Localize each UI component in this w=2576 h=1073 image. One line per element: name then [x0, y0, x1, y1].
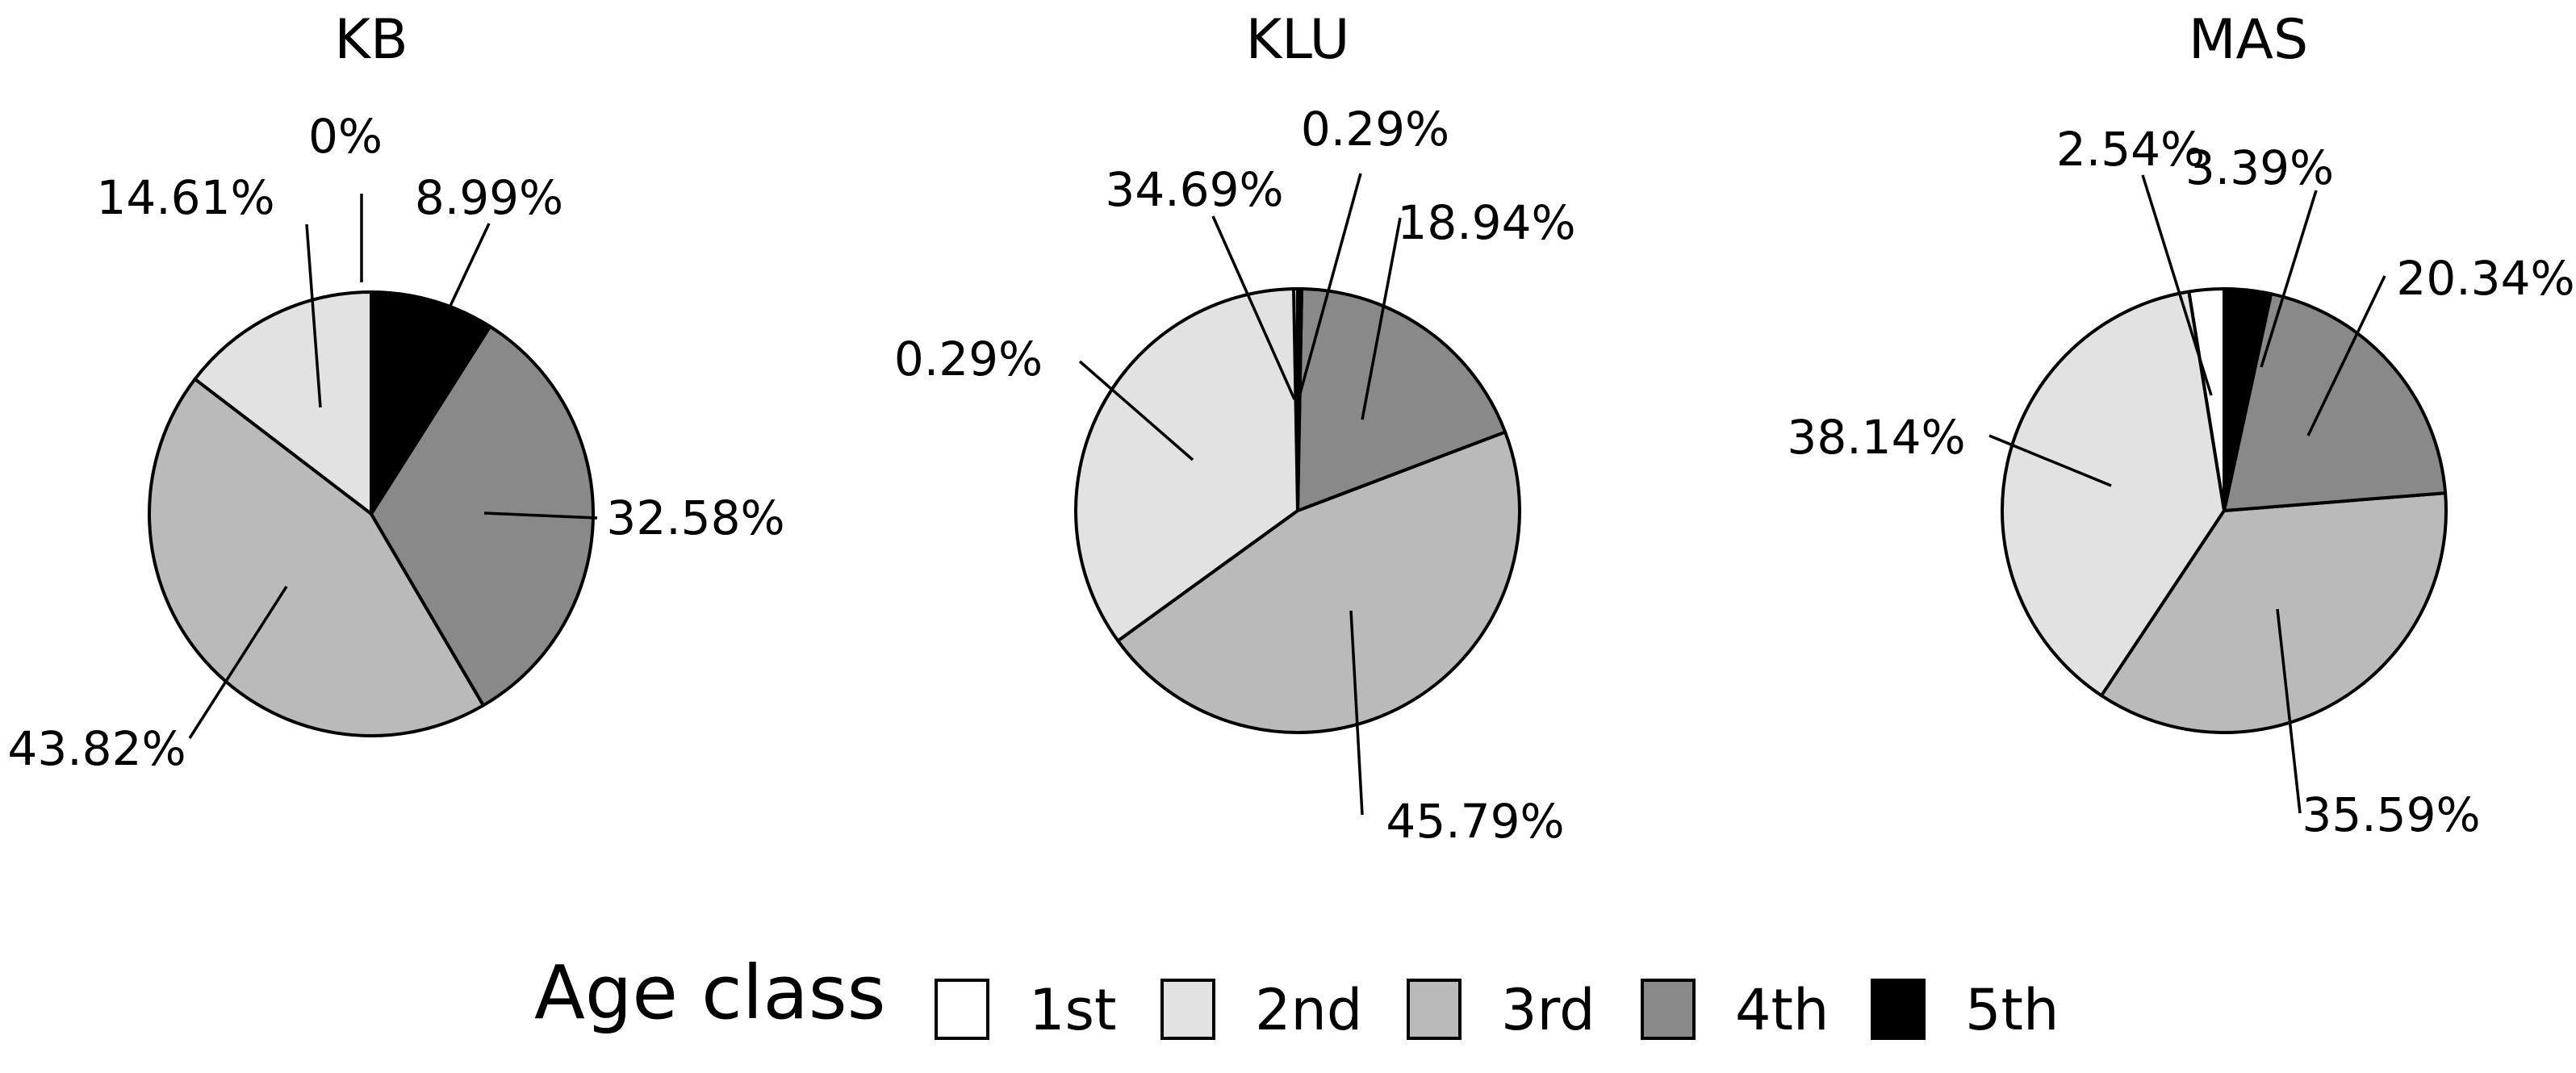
leader-line: [1211, 215, 1296, 400]
leader-line: [1297, 173, 1362, 400]
leader-line: [418, 223, 491, 372]
legend-item-2nd: 2nd: [1160, 977, 1362, 1043]
slice-label: 45.79%: [1386, 794, 1564, 849]
legend-title: Age class: [534, 950, 886, 1036]
leader-line: [2306, 275, 2386, 436]
leader-line: [1078, 360, 1194, 461]
legend-label: 1st: [1029, 977, 1116, 1043]
legend-label: 2nd: [1255, 977, 1362, 1043]
legend-item-5th: 5th: [1871, 977, 2059, 1043]
slice-5th: [2223, 287, 2273, 512]
legend-label: 3rd: [1501, 977, 1595, 1043]
legend: Age class 1st 2nd 3rd 4th 5th: [534, 950, 2059, 1043]
slice-label: 0.29%: [894, 332, 1043, 386]
leader-line: [305, 223, 322, 408]
slice-label: 0.29%: [1301, 102, 1449, 157]
slice-label: 2.54%: [2056, 122, 2205, 177]
slice-label: 18.94%: [1397, 195, 1575, 250]
pie-title: KB: [334, 8, 408, 72]
slice-label: 0%: [308, 109, 383, 164]
slice-3rd: [2100, 491, 2448, 734]
slice-label: 20.34%: [2396, 251, 2574, 306]
slice-5th: [1296, 287, 1304, 512]
legend-label: 5th: [1965, 977, 2059, 1043]
leader-line: [1349, 610, 1364, 816]
slice-3rd: [148, 377, 485, 737]
slice-2nd: [1074, 287, 1299, 643]
legend-swatch: [1160, 979, 1215, 1040]
leader-line: [2260, 190, 2318, 368]
slice-3rd: [1116, 430, 1521, 734]
legend-swatch: [1407, 979, 1462, 1040]
slice-label: 8.99%: [415, 170, 563, 225]
leader-line: [1988, 434, 2112, 487]
slice-5th: [370, 290, 492, 516]
legend-swatch: [935, 979, 989, 1040]
slice-2nd: [2001, 290, 2226, 698]
slice-label: 35.59%: [2302, 787, 2480, 842]
legend-swatch: [1641, 979, 1696, 1040]
pie-klu: KLU 0.29% 34.69% 45.79% 18.94% 0.29%: [894, 8, 1576, 849]
leader-line: [1361, 217, 1402, 420]
slice-2nd: [193, 290, 373, 516]
slice-label: 3.39%: [2185, 140, 2334, 195]
slice-label: 38.14%: [1787, 410, 1965, 465]
slice-label: 32.58%: [606, 491, 784, 545]
legend-swatch: [1871, 979, 1926, 1040]
leader-line: [2141, 174, 2213, 396]
pie-title: MAS: [2189, 8, 2308, 72]
pie-mas: MAS 2.54% 38.14% 35.59% 20.34% 3.39%: [1787, 8, 2574, 842]
slice-label: 14.61%: [96, 170, 274, 225]
legend-item-4th: 4th: [1641, 977, 1829, 1043]
leader-line: [2276, 608, 2302, 814]
leader-line: [188, 586, 288, 739]
slice-4th: [1296, 287, 1508, 512]
legend-item-1st: 1st: [935, 977, 1116, 1043]
pie-charts: KB 0% 14.61% 43.82% 32.58% 8.99% KLU 0.29% 34.69…: [7, 8, 2574, 849]
legend-items: 1st 2nd 3rd 4th 5th: [935, 977, 2059, 1043]
leader-line: [483, 511, 598, 520]
legend-label: 4th: [1735, 977, 1829, 1043]
slice-label: 43.82%: [7, 721, 186, 776]
slice-label: 34.69%: [1105, 162, 1283, 217]
pie-title: KLU: [1246, 8, 1350, 72]
slice-4th: [2223, 292, 2448, 512]
legend-item-3rd: 3rd: [1407, 977, 1595, 1043]
pie-kb: KB 0% 14.61% 43.82% 32.58% 8.99%: [7, 8, 784, 776]
